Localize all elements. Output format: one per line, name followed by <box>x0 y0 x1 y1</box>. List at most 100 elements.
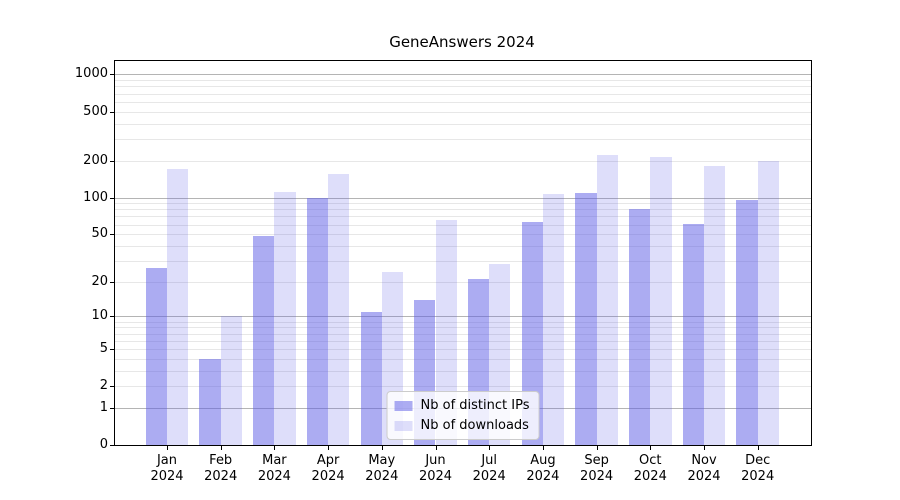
x-tickmark <box>757 446 759 450</box>
y-tick-label: 200 <box>83 152 108 168</box>
y-tick-label: 10 <box>91 308 108 324</box>
y-gridline-minor <box>115 245 811 247</box>
y-gridline-minor <box>115 93 811 95</box>
x-tick-label: Sep 2024 <box>580 453 614 484</box>
x-tick-label: May 2024 <box>365 453 399 484</box>
y-tick-label: 0 <box>99 437 108 452</box>
y-gridline-minor <box>115 370 811 372</box>
y-gridline-minor <box>115 224 811 226</box>
x-tickmark <box>328 446 330 450</box>
plot-area: Nb of distinct IPs Nb of downloads <box>114 60 812 446</box>
y-tickmark <box>110 160 114 162</box>
x-tickmark <box>274 446 276 450</box>
y-gridline-minor <box>115 260 811 262</box>
x-tickmark <box>381 446 383 450</box>
y-gridline-minor <box>115 327 811 329</box>
x-tick-label: Jan 2024 <box>150 453 184 484</box>
y-tick-label: 500 <box>83 103 108 119</box>
x-tick-label: Dec 2024 <box>741 453 775 484</box>
y-tickmark <box>110 197 114 199</box>
x-tickmark <box>220 446 222 450</box>
y-tickmark <box>110 74 114 76</box>
y-tick-label: 5 <box>99 340 108 356</box>
bar-downloads-10 <box>704 165 726 445</box>
x-tickmark <box>489 446 491 450</box>
y-tick-label: 1000 <box>74 66 108 82</box>
bar-ips-7 <box>521 221 543 445</box>
bar-downloads-1 <box>220 316 242 445</box>
bar-downloads-11 <box>757 160 779 445</box>
bar-ips-1 <box>199 358 221 445</box>
y-gridline-major <box>115 197 811 199</box>
legend-swatch-distinct-ips <box>394 400 413 411</box>
bar-ips-10 <box>682 223 704 445</box>
y-gridline-minor <box>115 203 811 205</box>
y-gridline-minor <box>115 123 811 125</box>
x-tick-label: Aug 2024 <box>526 453 560 484</box>
x-tickmark <box>167 446 168 450</box>
y-tick-label: 2 <box>99 378 108 394</box>
y-gridline-minor <box>115 111 811 113</box>
y-tickmark <box>110 234 114 236</box>
y-gridline-minor <box>115 101 811 103</box>
bar-downloads-2 <box>274 192 296 445</box>
x-tickmark <box>596 446 598 450</box>
y-tickmark <box>110 407 114 409</box>
y-tick-label: 20 <box>91 273 108 289</box>
y-gridline-minor <box>115 216 811 218</box>
y-tickmark <box>110 348 114 350</box>
y-tickmark <box>110 281 114 283</box>
legend-label-distinct-ips: Nb of distinct IPs <box>420 398 530 413</box>
x-tick-label: Apr 2024 <box>311 453 345 484</box>
y-gridline-minor <box>115 340 811 342</box>
y-tickmark <box>110 316 114 318</box>
x-tickmark <box>435 446 437 450</box>
x-tick-label: Nov 2024 <box>687 453 721 484</box>
x-tick-label: Jul 2024 <box>472 453 506 484</box>
bar-downloads-3 <box>328 174 350 445</box>
bar-downloads-0 <box>167 169 189 445</box>
y-gridline-minor <box>115 234 811 236</box>
legend-item-distinct-ips: Nb of distinct IPs <box>394 398 530 413</box>
bar-ips-9 <box>629 208 651 445</box>
y-gridline-minor <box>115 160 811 162</box>
y-tick-label: 100 <box>83 189 108 205</box>
y-tick-label: 50 <box>91 226 108 242</box>
y-gridline-major <box>115 74 811 76</box>
y-gridline-minor <box>115 138 811 140</box>
y-gridline-minor <box>115 386 811 388</box>
bar-downloads-8 <box>596 155 618 445</box>
y-tickmark <box>110 445 114 446</box>
legend-item-downloads: Nb of downloads <box>394 418 530 433</box>
x-tickmark <box>704 446 705 450</box>
bar-ips-8 <box>575 193 597 445</box>
bar-downloads-7 <box>542 193 565 445</box>
y-gridline-minor <box>115 321 811 323</box>
y-gridline-minor <box>115 80 811 82</box>
legend: Nb of distinct IPs Nb of downloads <box>386 391 540 440</box>
y-tick-label: 1 <box>99 399 108 415</box>
legend-swatch-downloads <box>394 420 413 431</box>
y-gridline-minor <box>115 333 811 335</box>
x-tick-label: Feb 2024 <box>204 453 238 484</box>
y-gridline-minor <box>115 358 811 360</box>
legend-label-downloads: Nb of downloads <box>420 418 529 433</box>
y-tickmark <box>110 111 114 113</box>
grid-layer <box>115 61 811 445</box>
bar-ips-0 <box>145 268 167 445</box>
x-tickmark <box>542 446 544 450</box>
bar-ips-11 <box>736 199 758 445</box>
y-gridline-minor <box>115 281 811 283</box>
bar-ips-3 <box>306 197 329 445</box>
y-tickmark <box>110 386 114 388</box>
bar-downloads-9 <box>650 156 672 445</box>
bar-downloads-5 <box>435 219 457 445</box>
bar-ips-4 <box>360 311 382 445</box>
x-tick-label: Mar 2024 <box>257 453 291 484</box>
bar-ips-2 <box>253 236 275 445</box>
y-gridline-minor <box>115 86 811 88</box>
y-gridline-minor <box>115 348 811 350</box>
